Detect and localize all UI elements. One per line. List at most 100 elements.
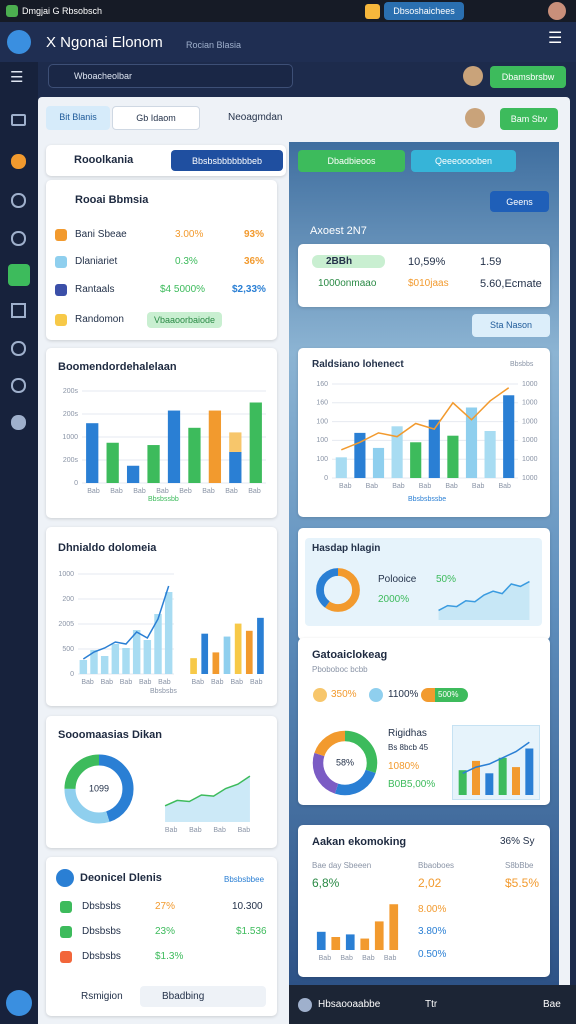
filter-button[interactable]: Geens	[490, 191, 549, 212]
y-tick-label: 160	[316, 381, 328, 388]
profile[interactable]	[548, 2, 566, 20]
donut-segment	[312, 730, 378, 796]
row-label: Rantaals	[75, 284, 115, 295]
bar	[122, 648, 130, 674]
bar	[447, 435, 459, 478]
side-value: 3.80%	[418, 926, 447, 937]
kpi: 1.59	[480, 256, 502, 268]
tab[interactable]: Neoagmdan	[228, 112, 283, 123]
bar	[316, 931, 326, 950]
bar	[525, 748, 534, 795]
user-avatar[interactable]	[6, 990, 32, 1016]
status-chip[interactable]: Vbaaoorbaiode	[147, 312, 222, 328]
sidebar-icon[interactable]	[11, 154, 26, 169]
chip[interactable]: 350%	[331, 689, 357, 700]
bottom-item[interactable]: Ttr	[425, 999, 438, 1010]
x-tick-label: Bab	[362, 955, 375, 962]
legend: Bbsbsbs	[150, 688, 177, 695]
ext-icon[interactable]	[365, 4, 380, 19]
summary-button[interactable]: Bbsbsbbbbbbbeb	[171, 150, 283, 171]
avatar[interactable]	[463, 66, 483, 86]
bar	[132, 630, 141, 674]
donut-segment	[316, 568, 360, 612]
search-box[interactable]	[48, 64, 293, 88]
sidebar-icon-active[interactable]	[8, 264, 30, 286]
card-link[interactable]: Bbsbsbbee	[224, 875, 265, 884]
kpi: 1000onmaao	[318, 278, 377, 289]
bar	[465, 407, 478, 478]
trend-line	[341, 387, 510, 451]
tab[interactable]: Gb Idaom	[112, 106, 200, 130]
x-tick-label: Bab	[87, 488, 100, 495]
y2-tick-label: 1000	[522, 475, 538, 482]
bar	[164, 592, 173, 674]
row-value: 3.00%	[175, 229, 204, 240]
kpi: 2BBh	[326, 256, 353, 267]
footer-item[interactable]: Rsmigion	[81, 991, 123, 1002]
favicon	[6, 5, 18, 17]
x-tick-label: Bab	[110, 488, 123, 495]
menu-icon[interactable]: ☰	[548, 30, 563, 47]
card-title: Sooomaasias Dikan	[58, 729, 162, 741]
sidebar-icon[interactable]	[11, 378, 26, 393]
bar	[154, 614, 162, 674]
x-tick-label: Bab	[189, 827, 202, 834]
card-title: Gatoaiclokeag	[312, 649, 388, 661]
tab[interactable]: Bit Blanis	[46, 106, 110, 130]
bar	[167, 410, 181, 483]
sidebar-icon[interactable]	[11, 341, 26, 356]
bottom-item[interactable]: Hbsaooaabbe	[318, 999, 381, 1010]
tab-title[interactable]: Dmgjai G Rbsobsch	[22, 6, 103, 16]
toolbar-button[interactable]: Bam Sbv	[500, 108, 558, 130]
line	[438, 580, 530, 612]
trend-line	[462, 741, 530, 774]
donut-chart	[316, 568, 360, 612]
y-tick-label: 0	[324, 475, 328, 482]
bar	[345, 934, 355, 950]
bar	[147, 445, 160, 483]
bar	[458, 770, 467, 795]
panel-button[interactable]: Dbadbieoos	[298, 150, 405, 172]
sidebar-icon[interactable]	[11, 415, 26, 430]
x-tick-label: Bab	[319, 955, 332, 962]
y2-tick-label: 1000	[522, 437, 538, 444]
x-tick-label: Beb	[179, 488, 192, 495]
y-tick-label: 0	[70, 671, 74, 678]
sidebar-icon[interactable]	[11, 114, 26, 126]
card-title: Raldsiano lohenect	[312, 359, 404, 370]
y2-tick-label: 1000	[522, 456, 538, 463]
x-tick-label: Bab	[339, 483, 352, 490]
card-title: Boomendordehalelaan	[58, 361, 177, 373]
browser-button[interactable]: Dbsoshaichees	[384, 2, 464, 20]
app-header	[0, 22, 576, 62]
bar	[391, 426, 403, 478]
dropdown[interactable]: Sta Nason	[472, 314, 550, 337]
header-button[interactable]: Dbamsbrsbw	[490, 66, 566, 88]
sidebar-menu[interactable]: ☰	[10, 69, 24, 86]
logo[interactable]	[7, 30, 31, 54]
summary-title: Rooolkania	[74, 154, 134, 166]
row-value: 0.3%	[175, 256, 198, 267]
bar	[428, 419, 440, 478]
sidebar-icon[interactable]	[11, 231, 26, 246]
sidebar-icon[interactable]	[11, 303, 26, 318]
x-tick-label: Bab	[81, 679, 94, 686]
chip[interactable]: 1100%	[388, 689, 419, 700]
bottom-item[interactable]: Bae	[543, 999, 561, 1010]
row-value: 23%	[155, 926, 176, 937]
row-value: $1.536	[236, 926, 267, 937]
chip[interactable]: 500%	[438, 690, 459, 699]
card-title: Deonicel Dlenis	[80, 872, 162, 884]
panel-button[interactable]: Qeeeooooben	[411, 150, 516, 172]
avatar[interactable]	[465, 108, 485, 128]
sidebar-icon[interactable]	[11, 193, 26, 208]
bottom-icon[interactable]	[298, 998, 312, 1012]
row-label: Bani Sbeae	[75, 229, 127, 240]
bar	[126, 465, 140, 483]
y2-tick-label: 1000	[522, 400, 538, 407]
chip-pill[interactable]	[421, 688, 468, 702]
kpi-pill	[312, 255, 385, 268]
footer-item[interactable]: Bbadbing	[162, 991, 205, 1002]
bar	[410, 442, 422, 478]
x-tick-label: Bab	[366, 483, 379, 490]
